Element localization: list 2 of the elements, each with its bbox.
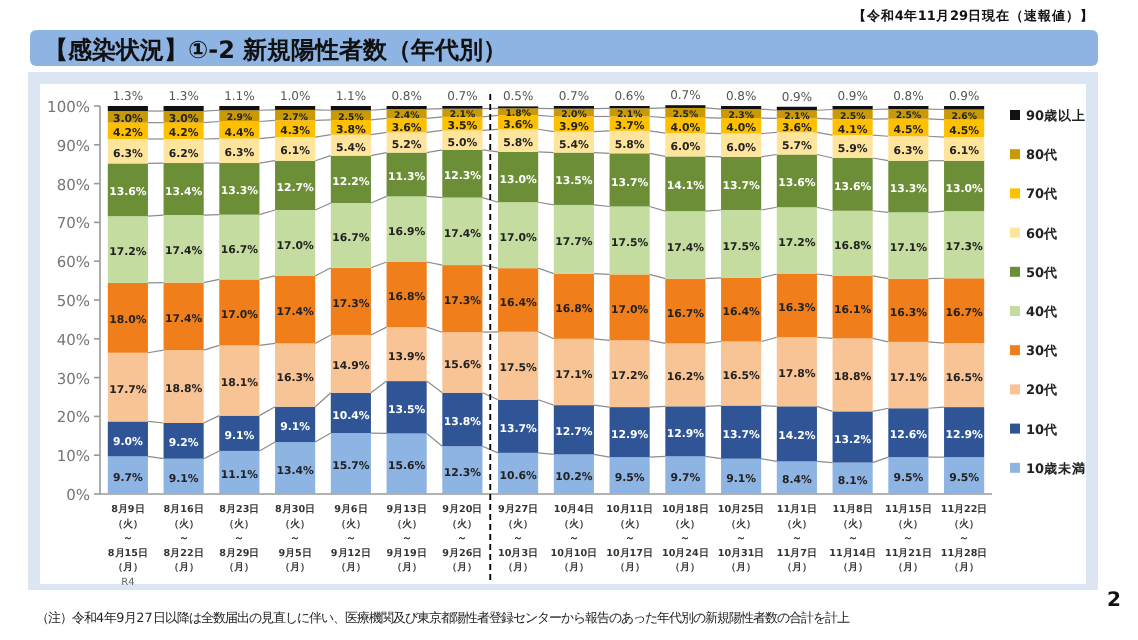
text: 2: [1107, 590, 1122, 612]
chart-title: 【感染状況】①-2 新規陽性者数（年代別）: [44, 36, 508, 64]
